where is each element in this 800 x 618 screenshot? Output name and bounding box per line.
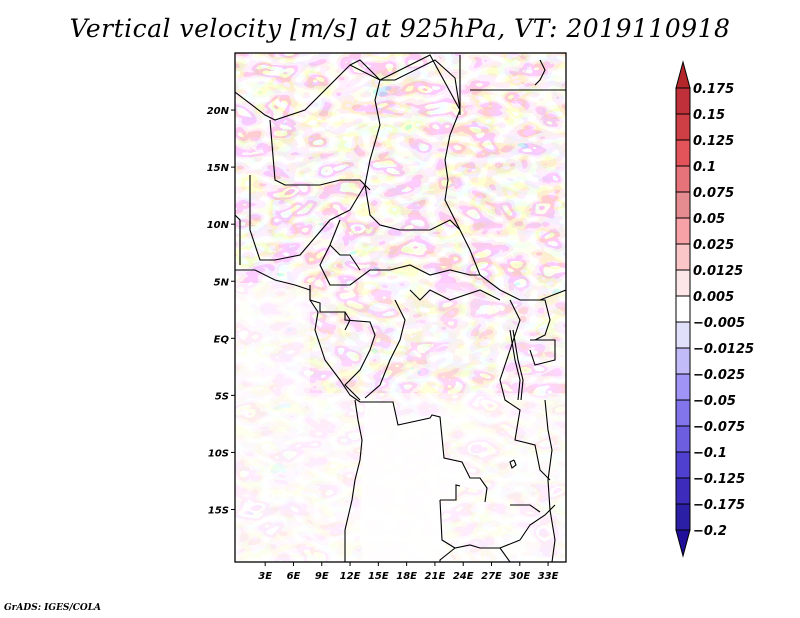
lon-tick-label: 6E	[287, 571, 301, 582]
lat-tick-label: 20N	[207, 106, 230, 117]
velocity-field-north	[235, 53, 566, 283]
lat-tick-label: 15N	[207, 163, 230, 174]
colorbar-level-label: 0.125	[693, 134, 734, 149]
colorbar-segment	[675, 373, 691, 401]
lon-tick-label: 12E	[340, 571, 361, 582]
lon-tick-label: 33E	[538, 571, 559, 582]
coastlines	[235, 269, 361, 403]
colorbar-segment	[675, 321, 691, 349]
colorbar-segment	[675, 191, 691, 219]
lon-tick-label: 27E	[481, 571, 502, 582]
colorbar-segment	[675, 243, 691, 271]
lat-tick-label: 5N	[214, 277, 230, 288]
colorbar-level-label: −0.05	[693, 394, 736, 409]
lon-tick-label: 18E	[396, 571, 417, 582]
colorbar-level-label: 0.005	[693, 290, 734, 305]
longitude-axis: 3E 6E 9E 12E 15E 18E 21E 24E 27E 30E 33E	[258, 562, 559, 582]
colorbar-segment	[675, 87, 691, 115]
lon-tick-label: 21E	[425, 571, 446, 582]
colorbar-level-label: −0.075	[693, 420, 745, 435]
map-plot-area	[235, 53, 566, 562]
colorbar-level-label: −0.125	[693, 472, 745, 487]
colorbar-segment	[675, 295, 691, 323]
lon-tick-label: 24E	[453, 571, 474, 582]
colorbar-min-arrow	[675, 529, 691, 558]
colorbar: 0.175 0.15 0.125 0.1 0.075 0.05 0.025 0.0125 0.0…	[675, 60, 754, 558]
angola-interior	[360, 403, 487, 562]
colorbar-segment	[675, 139, 691, 167]
colorbar-segment	[675, 399, 691, 427]
colorbar-level-label: 0.15	[693, 108, 725, 123]
colorbar-level-label: −0.2	[693, 524, 727, 539]
colorbar-segment	[675, 269, 691, 297]
colorbar-segment	[675, 113, 691, 141]
colorbar-segment	[675, 477, 691, 505]
lat-tick-label: 10N	[207, 220, 230, 231]
lat-tick-label: EQ	[214, 334, 230, 345]
colorbar-segment	[675, 217, 691, 245]
lat-tick-label: 15S	[208, 506, 229, 517]
colorbar-level-label: −0.0125	[693, 342, 754, 357]
latitude-axis: 20N 15N 10N 5N EQ 5S 10S 15S	[207, 106, 235, 517]
colorbar-max-arrow	[675, 60, 691, 89]
grads-credit: GrADS: IGES/COLA	[4, 603, 102, 613]
colorbar-segment	[675, 503, 691, 531]
colorbar-level-label: −0.175	[693, 498, 745, 513]
lat-tick-label: 10S	[208, 448, 229, 459]
colorbar-level-label: 0.1	[693, 160, 716, 175]
country-borders	[235, 54, 566, 562]
colorbar-level-label: 0.075	[693, 186, 734, 201]
colorbar-segment	[675, 425, 691, 453]
colorbar-segment	[675, 451, 691, 479]
colorbar-segment	[675, 347, 691, 375]
colorbar-level-label: 0.175	[693, 82, 734, 97]
colorbar-level-label: 0.05	[693, 212, 725, 227]
lon-tick-label: 15E	[368, 571, 389, 582]
lon-tick-label: 30E	[509, 571, 530, 582]
colorbar-level-label: 0.0125	[693, 264, 743, 279]
colorbar-level-label: −0.025	[693, 368, 745, 383]
colorbar-level-label: 0.025	[693, 238, 734, 253]
lat-tick-label: 5S	[215, 391, 229, 402]
lon-tick-label: 3E	[258, 571, 272, 582]
lon-tick-label: 9E	[315, 571, 329, 582]
colorbar-level-label: −0.005	[693, 316, 745, 331]
colorbar-segment	[675, 165, 691, 193]
chart-title: Vertical velocity [m/s] at 925hPa, VT: 2…	[69, 14, 731, 43]
colorbar-level-label: −0.1	[693, 446, 727, 461]
map-frame	[234, 52, 567, 563]
